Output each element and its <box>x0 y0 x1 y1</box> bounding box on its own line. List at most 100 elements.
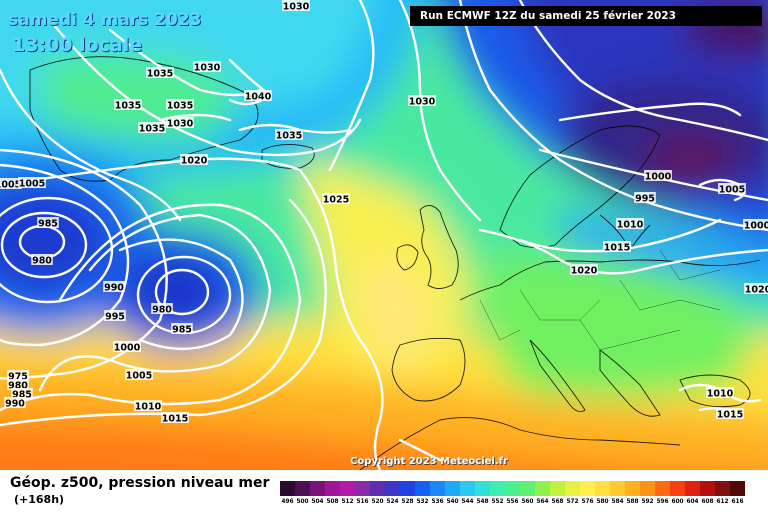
legend-value: 560 <box>521 499 534 505</box>
model-run-info: Run ECMWF 12Z du samedi 25 février 2023 <box>410 6 762 26</box>
isobar-label-bg <box>644 170 672 181</box>
isobar-label: 1010 <box>135 402 162 413</box>
isobar-label: 980 <box>152 305 172 316</box>
legend-value: 520 <box>371 499 384 505</box>
isobar-label: 980 <box>8 381 28 392</box>
legend-swatch <box>295 481 310 496</box>
legend-value: 572 <box>566 499 579 505</box>
legend-swatch <box>370 481 385 496</box>
isobar-label: 980 <box>32 256 52 267</box>
legend-value: 604 <box>686 499 699 505</box>
isobar-label: 1020 <box>181 156 208 167</box>
isobar-label-bg <box>4 397 26 408</box>
isobar-label-bg <box>275 129 303 140</box>
legend-value: 588 <box>626 499 639 505</box>
country-borders <box>479 249 721 351</box>
isobar-label-bg <box>171 323 193 334</box>
isobar-label: 1005 <box>19 179 45 190</box>
isobar-label: 1005 <box>0 180 21 191</box>
legend-value: 584 <box>611 499 624 505</box>
legend-swatch <box>475 481 490 496</box>
isobar-label-bg <box>744 283 768 294</box>
legend-swatch <box>505 481 520 496</box>
isobar-label: 1030 <box>194 63 221 74</box>
legend-value: 508 <box>326 499 339 505</box>
isobar-label: 1035 <box>139 124 165 135</box>
legend-value: 568 <box>551 499 564 505</box>
legend-value: 548 <box>476 499 489 505</box>
isobar-label-bg <box>125 369 153 380</box>
isobar-label-bg <box>7 370 29 381</box>
forecast-map: 1030 1035 1030 1035 1035 1040 1035 1030 1035 1020… <box>0 0 768 470</box>
isobar-label: 1030 <box>167 119 194 130</box>
legend-swatch <box>700 481 715 496</box>
legend-value: 608 <box>701 499 714 505</box>
legend-value: 552 <box>491 499 504 505</box>
legend-swatch <box>520 481 535 496</box>
legend-value: 532 <box>416 499 429 505</box>
isobar-label-bg <box>718 183 746 194</box>
isobar-label-bg <box>31 254 53 265</box>
legend-value: 576 <box>581 499 594 505</box>
isobar-label-bg <box>0 178 22 189</box>
legend-value: 612 <box>716 499 729 505</box>
legend-value: 564 <box>536 499 549 505</box>
isobar-label-bg <box>616 218 644 229</box>
isobar-label-bg <box>134 400 162 411</box>
isobar-label: 1000 <box>645 172 672 183</box>
legend-swatch <box>460 481 475 496</box>
isobar-label-bg <box>322 193 350 204</box>
isobar-label: 1035 <box>115 101 141 112</box>
legend-value: 528 <box>401 499 414 505</box>
isobar-label-bg <box>408 95 436 106</box>
legend-swatch <box>535 481 550 496</box>
isobar-label: 1015 <box>162 414 188 425</box>
isobar-label-bg <box>193 61 221 72</box>
legend-value: 596 <box>656 499 669 505</box>
legend-swatch <box>565 481 580 496</box>
legend-value: 600 <box>671 499 684 505</box>
legend-value: 540 <box>446 499 459 505</box>
isobar-label: 1030 <box>283 2 310 13</box>
geopotential-field <box>0 0 768 470</box>
isobar-label: 1005 <box>126 371 152 382</box>
forecast-date: samedi 4 mars 2023 <box>8 10 202 30</box>
legend-swatch <box>385 481 400 496</box>
copyright-notice: Copyright 2023 Meteociel.fr <box>350 456 508 467</box>
legend-swatch <box>595 481 610 496</box>
isobar-label-bg <box>18 177 46 188</box>
isobar-label: 1000 <box>114 343 141 354</box>
legend-value: 516 <box>356 499 369 505</box>
isobar-label-bg <box>706 387 734 398</box>
isobar-label: 1020 <box>745 285 768 296</box>
legend-value: 504 <box>311 499 324 505</box>
legend-value: 616 <box>731 499 744 505</box>
legend-value: 556 <box>506 499 519 505</box>
isobar-label-bg <box>7 379 29 390</box>
isobar-label: 995 <box>105 312 125 323</box>
legend-value: 580 <box>596 499 609 505</box>
isobar-label-bg <box>151 303 173 314</box>
legend-swatch <box>430 481 445 496</box>
isobar-label-bg <box>146 67 174 78</box>
legend-swatch <box>415 481 430 496</box>
isobar-label-bg <box>743 219 768 230</box>
isobar-label: 1015 <box>604 243 630 254</box>
isobar-label-bg <box>113 341 141 352</box>
isobar-label: 990 <box>104 283 124 294</box>
isobar-label: 1030 <box>409 97 436 108</box>
isobar-label: 1010 <box>617 220 644 231</box>
legend-swatch <box>310 481 325 496</box>
isobar-label-bg <box>11 388 33 399</box>
isobar-label: 975 <box>8 372 28 383</box>
isobar-label-bg <box>716 408 744 419</box>
field-title: Géop. z500, pression niveau mer <box>10 475 270 491</box>
lead-time: (+168h) <box>14 493 65 506</box>
legend-value: 524 <box>386 499 399 505</box>
isobar-label-bg <box>180 154 208 165</box>
legend-swatch <box>340 481 355 496</box>
isobar-label-bg <box>570 264 598 275</box>
legend-value: 500 <box>296 499 309 505</box>
